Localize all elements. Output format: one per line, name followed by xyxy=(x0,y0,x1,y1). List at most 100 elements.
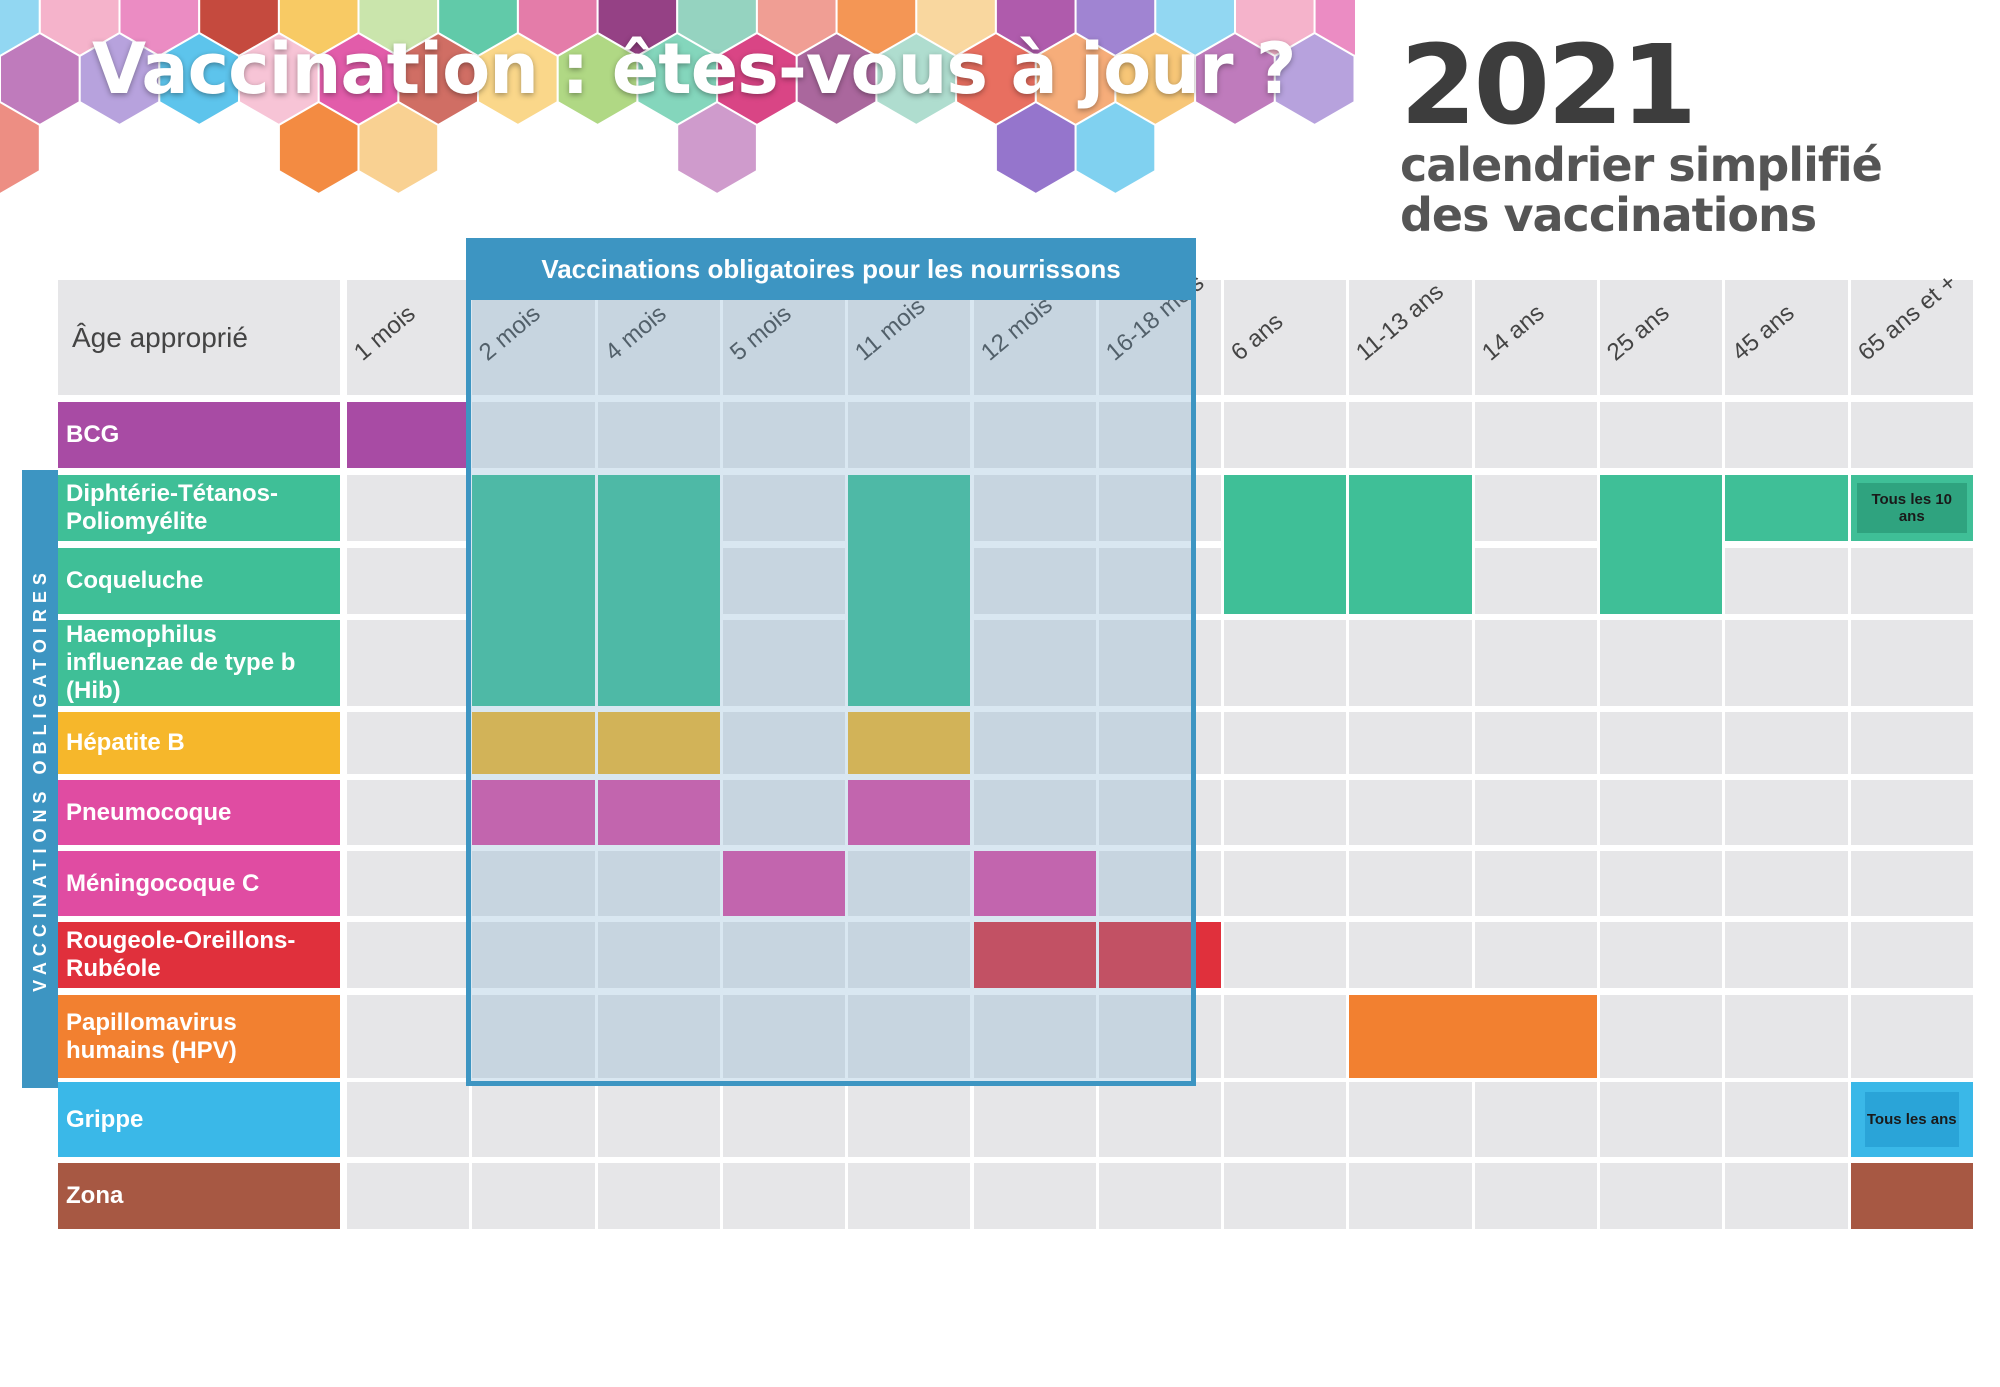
schedule-cell xyxy=(1098,712,1222,774)
schedule-cell xyxy=(1850,851,1973,916)
schedule-cell xyxy=(1224,851,1347,916)
age-column-label: 6 ans xyxy=(1226,307,1289,367)
schedule-cell xyxy=(1098,851,1222,916)
vaccine-dose-block xyxy=(597,475,720,706)
schedule-cell xyxy=(1850,548,1973,614)
schedule-cell xyxy=(1600,922,1723,988)
schedule-cell xyxy=(1098,1163,1222,1229)
vaccine-label: BCG xyxy=(66,421,120,448)
schedule-cell xyxy=(1600,1163,1723,1229)
calendar-year: 2021 xyxy=(1400,21,1697,149)
vaccine-dose-block xyxy=(347,402,470,468)
schedule-cell xyxy=(1600,620,1723,706)
vaccine-label: Pneumocoque xyxy=(66,798,232,826)
schedule-cell xyxy=(347,851,470,916)
vaccine-dose-block xyxy=(1349,995,1597,1078)
age-column-label: 1 mois xyxy=(349,300,421,367)
vaccine-label: Grippe xyxy=(66,1105,144,1133)
calendar-subtitle: calendrier simplifié des vaccinations xyxy=(1400,138,1883,242)
schedule-cell xyxy=(347,475,470,541)
schedule-cell xyxy=(1725,995,1848,1078)
decorative-hexagon xyxy=(1353,54,1355,104)
decorative-hexagon xyxy=(0,100,41,196)
note-dtp-65: Tous les 10 ans xyxy=(1856,483,1967,533)
vaccine-dose-block xyxy=(1098,922,1222,988)
schedule-cell xyxy=(1725,620,1848,706)
age-column-label: 25 ans xyxy=(1602,299,1675,367)
schedule-cell xyxy=(472,922,595,988)
schedule-cell xyxy=(472,851,595,916)
note-grippe-65: Tous les ans xyxy=(1864,1092,1959,1147)
vaccine-label: Rougeole-Oreillons-Rubéole xyxy=(66,927,296,982)
schedule-cell xyxy=(347,712,470,774)
schedule-cell xyxy=(472,1163,595,1229)
schedule-cell xyxy=(1850,995,1973,1078)
vaccine-label-cell: Rougeole-Oreillons-Rubéole xyxy=(58,922,340,988)
schedule-cell xyxy=(1098,548,1222,614)
schedule-cell xyxy=(1725,402,1848,468)
schedule-cell xyxy=(597,922,720,988)
schedule-cell xyxy=(1474,402,1597,468)
schedule-cell xyxy=(1224,995,1347,1078)
age-column-header: 25 ans xyxy=(1600,280,1723,395)
schedule-cell xyxy=(1098,620,1222,706)
vaccine-dose-block xyxy=(848,475,971,706)
vaccine-dose-block xyxy=(1850,1163,1973,1229)
age-column-label: 11 mois xyxy=(850,292,931,367)
schedule-cell xyxy=(1474,780,1597,845)
schedule-cell xyxy=(1224,922,1347,988)
schedule-cell xyxy=(1600,851,1723,916)
age-column-header: 11-13 ans xyxy=(1349,278,1472,395)
schedule-cell xyxy=(1224,712,1347,774)
schedule-cell xyxy=(597,1082,720,1157)
schedule-cell xyxy=(1725,548,1848,614)
vaccine-dose-block xyxy=(1600,475,1723,614)
vaccine-dose-block xyxy=(973,922,1096,988)
schedule-cell xyxy=(1600,712,1723,774)
schedule-cell xyxy=(848,1082,971,1157)
schedule-cell xyxy=(973,712,1096,774)
subtitle-line-2: des vaccinations xyxy=(1400,188,1817,242)
schedule-cell xyxy=(1224,1082,1347,1157)
vaccine-dose-block xyxy=(848,712,971,774)
schedule-cell xyxy=(1600,1082,1723,1157)
schedule-cell xyxy=(347,620,470,706)
schedule-cell xyxy=(722,780,846,845)
vaccine-label-cell: Diphtérie-Tétanos-Poliomyélite xyxy=(58,475,340,541)
schedule-cell xyxy=(1349,402,1472,468)
schedule-cell xyxy=(973,475,1096,541)
vaccine-label: Zona xyxy=(66,1182,124,1209)
schedule-cell xyxy=(722,1163,846,1229)
schedule-cell xyxy=(722,995,846,1078)
mandatory-side-label-wrap: VACCINATIONS OBLIGATOIRES xyxy=(22,470,58,1088)
age-column-label: 65 ans et + xyxy=(1852,268,1962,367)
schedule-cell xyxy=(347,995,470,1078)
schedule-cell xyxy=(848,922,971,988)
schedule-cell xyxy=(1850,402,1973,468)
schedule-cell xyxy=(1474,712,1597,774)
schedule-cell xyxy=(1098,1082,1222,1157)
vaccine-label-cell: Haemophilus influenzae de type b (Hib) xyxy=(58,620,340,706)
age-header-cell: Âge approprié xyxy=(58,280,340,395)
schedule-cell xyxy=(597,1163,720,1229)
schedule-cell xyxy=(973,780,1096,845)
age-column-label: 14 ans xyxy=(1476,299,1550,367)
schedule-cell xyxy=(1098,780,1222,845)
page-title: Vaccination : êtes-vous à jour ? xyxy=(92,28,1296,110)
schedule-cell xyxy=(722,620,846,706)
schedule-cell xyxy=(1224,1163,1347,1229)
schedule-cell xyxy=(1474,475,1597,541)
schedule-cell xyxy=(1349,851,1472,916)
schedule-cell xyxy=(347,1082,470,1157)
schedule-cell xyxy=(1600,995,1723,1078)
decorative-hexagon xyxy=(676,100,758,196)
schedule-cell xyxy=(1725,780,1848,845)
age-column-header: 1 mois xyxy=(347,280,470,395)
vaccine-dose-block xyxy=(597,712,720,774)
schedule-cell xyxy=(1349,712,1472,774)
vaccine-dose-block xyxy=(472,780,595,845)
vaccine-dose-block xyxy=(472,475,595,706)
subtitle-line-1: calendrier simplifié xyxy=(1400,138,1883,192)
schedule-cell xyxy=(848,402,971,468)
schedule-cell xyxy=(472,1082,595,1157)
